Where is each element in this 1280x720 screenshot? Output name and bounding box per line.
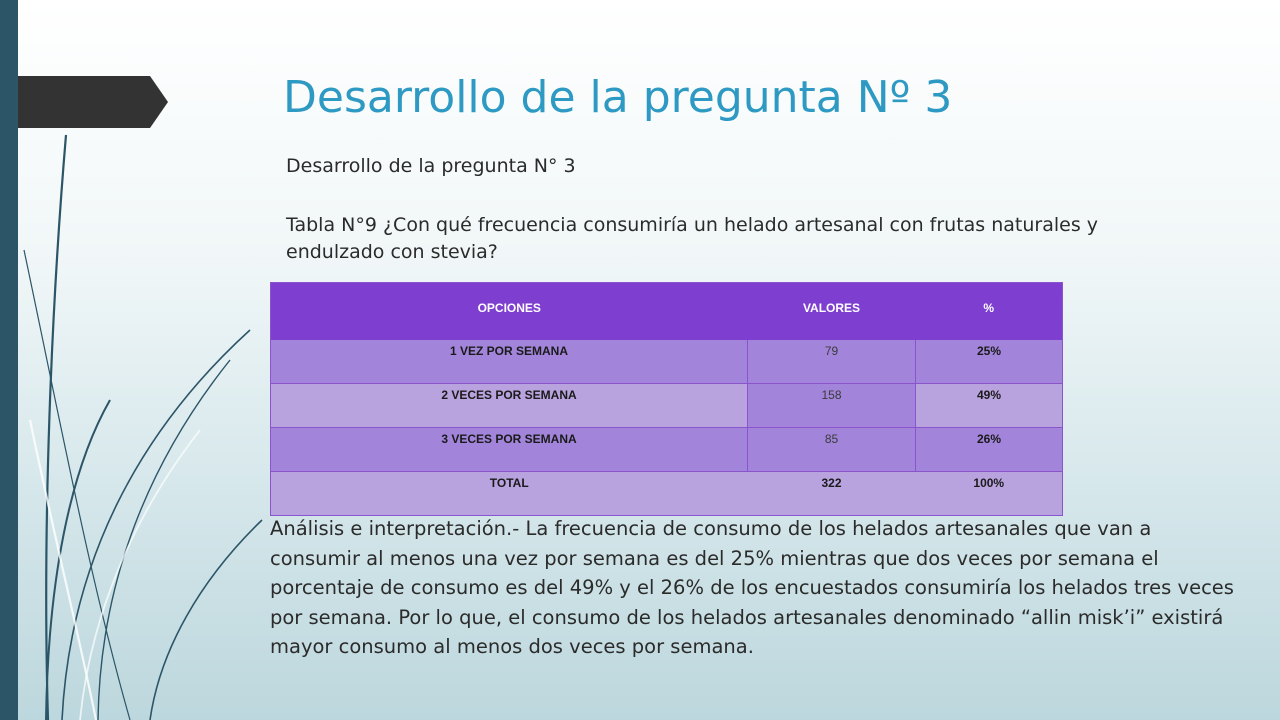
total-label: TOTAL <box>270 471 748 516</box>
row-percent: 49% <box>915 383 1063 428</box>
row-option: 2 VECES POR SEMANA <box>270 383 748 428</box>
header-options: OPCIONES <box>270 282 748 340</box>
slide-title: Desarrollo de la pregunta Nº 3 <box>283 72 953 123</box>
row-option: 3 VECES POR SEMANA <box>270 427 748 472</box>
title-arrow-shape <box>18 76 168 128</box>
total-percent: 100% <box>915 471 1063 516</box>
row-value: 85 <box>747 427 916 472</box>
left-accent-bar <box>0 0 18 720</box>
table-caption: Tabla N°9 ¿Con qué frecuencia consumiría… <box>286 214 1099 263</box>
frequency-table: OPCIONES VALORES % 1 VEZ POR SEMANA 79 2… <box>270 282 1063 516</box>
row-value: 158 <box>747 383 916 428</box>
table-total-row: TOTAL 322 100% <box>270 471 1063 516</box>
row-percent: 26% <box>915 427 1063 472</box>
header-percent: % <box>915 282 1063 340</box>
row-option: 1 VEZ POR SEMANA <box>270 340 748 384</box>
header-values: VALORES <box>747 282 916 340</box>
decorative-curves <box>23 134 263 720</box>
table-row: 1 VEZ POR SEMANA 79 25% <box>270 340 1063 384</box>
total-value: 322 <box>747 471 916 516</box>
table-header-row: OPCIONES VALORES % <box>270 282 1063 340</box>
table-row: 3 VECES POR SEMANA 85 26% <box>270 427 1063 472</box>
analysis-paragraph: Análisis e interpretación.- La frecuenci… <box>270 517 1234 658</box>
row-value: 79 <box>747 340 916 384</box>
table-row: 2 VECES POR SEMANA 158 49% <box>270 383 1063 428</box>
row-percent: 25% <box>915 340 1063 384</box>
slide-subtitle: Desarrollo de la pregunta N° 3 <box>286 155 576 177</box>
